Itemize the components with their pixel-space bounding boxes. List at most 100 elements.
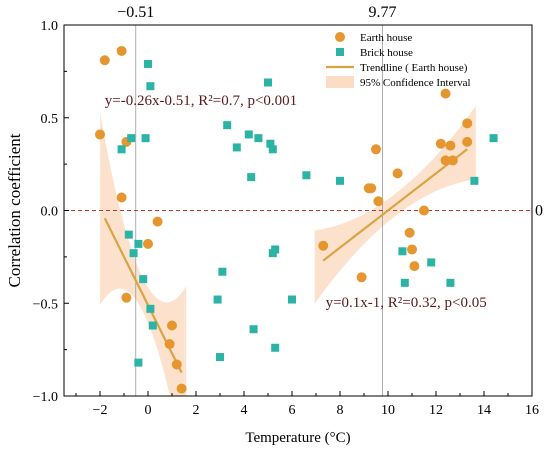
legend-label: Earth house <box>360 32 412 44</box>
brick-house-point <box>223 121 232 130</box>
legend-label: Brick house <box>360 47 413 59</box>
earth-house-point <box>419 205 429 216</box>
x-tick-label: 2 <box>193 403 200 418</box>
earth-house-point <box>373 196 384 207</box>
earth-house-point <box>440 88 451 99</box>
earth-house-point <box>462 118 473 129</box>
axes: −2 0 2 4 6 8 10 12 14 16 −1.0 −0.5 0.0 0.5 1.0 Temperat… <box>5 19 539 446</box>
legend-swatch-square <box>336 48 344 56</box>
brick-house-point <box>271 343 280 352</box>
earth-house-point <box>440 155 451 166</box>
y-tick-label: 0.5 <box>41 112 59 127</box>
earth-house-point <box>392 168 403 179</box>
reference-lines <box>64 25 532 396</box>
earth-house-point <box>445 140 456 151</box>
earth-house-point <box>176 383 187 394</box>
brick-house-point <box>117 145 126 154</box>
legend-swatch-circle <box>335 32 345 42</box>
brick-house-point <box>134 358 143 367</box>
brick-house-point <box>232 143 241 152</box>
brick-house-point <box>216 353 224 362</box>
legend-label: 95% Confidence Interval <box>360 77 471 89</box>
legend-item: Brick house <box>336 47 413 59</box>
y-tick-label: −0.5 <box>33 297 58 312</box>
legend: Earth house Brick house Trendline ( Earth … <box>326 32 471 89</box>
brick-house-point <box>446 278 455 287</box>
confidence-bands <box>100 105 476 396</box>
brick-house-point <box>144 59 152 68</box>
trendline-2 <box>322 148 468 262</box>
legend-swatch-band <box>326 76 354 88</box>
reference-label-x-1: −0.51 <box>117 4 154 21</box>
legend-item: 95% Confidence Interval <box>326 76 471 89</box>
brick-house-point <box>254 134 263 143</box>
x-tick-label: 16 <box>525 403 539 418</box>
earth-house-point <box>164 339 175 350</box>
brick-house-point <box>218 267 227 276</box>
brick-house-point <box>127 134 136 143</box>
brick-house-point <box>124 230 133 239</box>
x-axis-title: Temperature (°C) <box>245 430 350 446</box>
brick-house-point <box>244 130 253 139</box>
x-tick-label: 14 <box>477 403 491 418</box>
earth-house-point <box>447 155 458 166</box>
earth-house-point <box>318 240 329 251</box>
earth-house-point <box>356 272 367 283</box>
brick-house-point <box>398 247 407 256</box>
earth-house-point <box>167 320 177 331</box>
brick-house-point <box>264 78 272 87</box>
brick-house-point <box>271 245 280 254</box>
earth-house-point <box>116 192 127 203</box>
brick-house-point <box>148 321 157 330</box>
x-tick-label: −2 <box>93 403 108 418</box>
y-tick-label: 1.0 <box>41 19 59 34</box>
trendline-1 <box>103 217 183 374</box>
brick-house-point <box>489 134 498 143</box>
earth-house-point <box>152 216 163 227</box>
x-tick-label: 6 <box>289 403 296 418</box>
brick-house-point <box>139 275 148 284</box>
brick-house-point <box>247 173 256 182</box>
earth-house-point <box>171 359 182 370</box>
legend-label: Trendline ( Earth house) <box>360 62 468 74</box>
chart-labels: −0.51 9.77 0 y=-0.26x-0.51, R²=0.7, p<0.001… <box>105 4 543 311</box>
x-tick-label: 4 <box>241 403 248 418</box>
earth-house-point <box>435 138 446 149</box>
x-tick-label: 10 <box>381 403 395 418</box>
x-tick-label: 8 <box>337 403 344 418</box>
brick-house-point <box>129 249 138 258</box>
earth-house-point <box>121 292 132 303</box>
reference-label-y: 0 <box>535 203 543 220</box>
brick-house-point <box>213 295 222 304</box>
brick-house-point <box>302 171 311 180</box>
legend-item: Trendline ( Earth house) <box>326 62 468 74</box>
brick-house-point <box>141 134 150 143</box>
earth-house-point <box>143 238 153 249</box>
earth-house-point <box>99 55 110 66</box>
x-tick-label: 12 <box>429 403 443 418</box>
brick-house-point <box>134 239 143 248</box>
earth-house-point <box>371 144 381 155</box>
earth-house-point <box>366 183 377 194</box>
earth-house-point <box>407 244 417 255</box>
earth-house-point <box>462 136 473 147</box>
earth-house-point <box>116 45 127 56</box>
legend-item: Earth house <box>335 32 412 44</box>
trend-equation-1: y=-0.26x-0.51, R²=0.7, p<0.001 <box>105 93 297 109</box>
brick-house-point <box>266 139 275 148</box>
data-points <box>95 45 498 394</box>
brick-house-point <box>249 325 258 334</box>
brick-house-point <box>288 295 296 304</box>
earth-house-point <box>404 227 415 238</box>
brick-house-point <box>400 278 409 287</box>
confidence-band-1 <box>100 113 187 396</box>
y-tick-label: 0.0 <box>41 205 59 220</box>
reference-label-x-2: 9.77 <box>368 4 396 21</box>
y-axis-title: Correlation coefficient <box>5 133 24 287</box>
y-tick-label: −1.0 <box>33 390 58 405</box>
brick-house-point <box>470 176 479 185</box>
brick-house-point <box>146 82 155 91</box>
brick-house-point <box>146 304 155 313</box>
trend-equation-2: y=0.1x-1, R²=0.32, p<0.05 <box>326 295 487 311</box>
